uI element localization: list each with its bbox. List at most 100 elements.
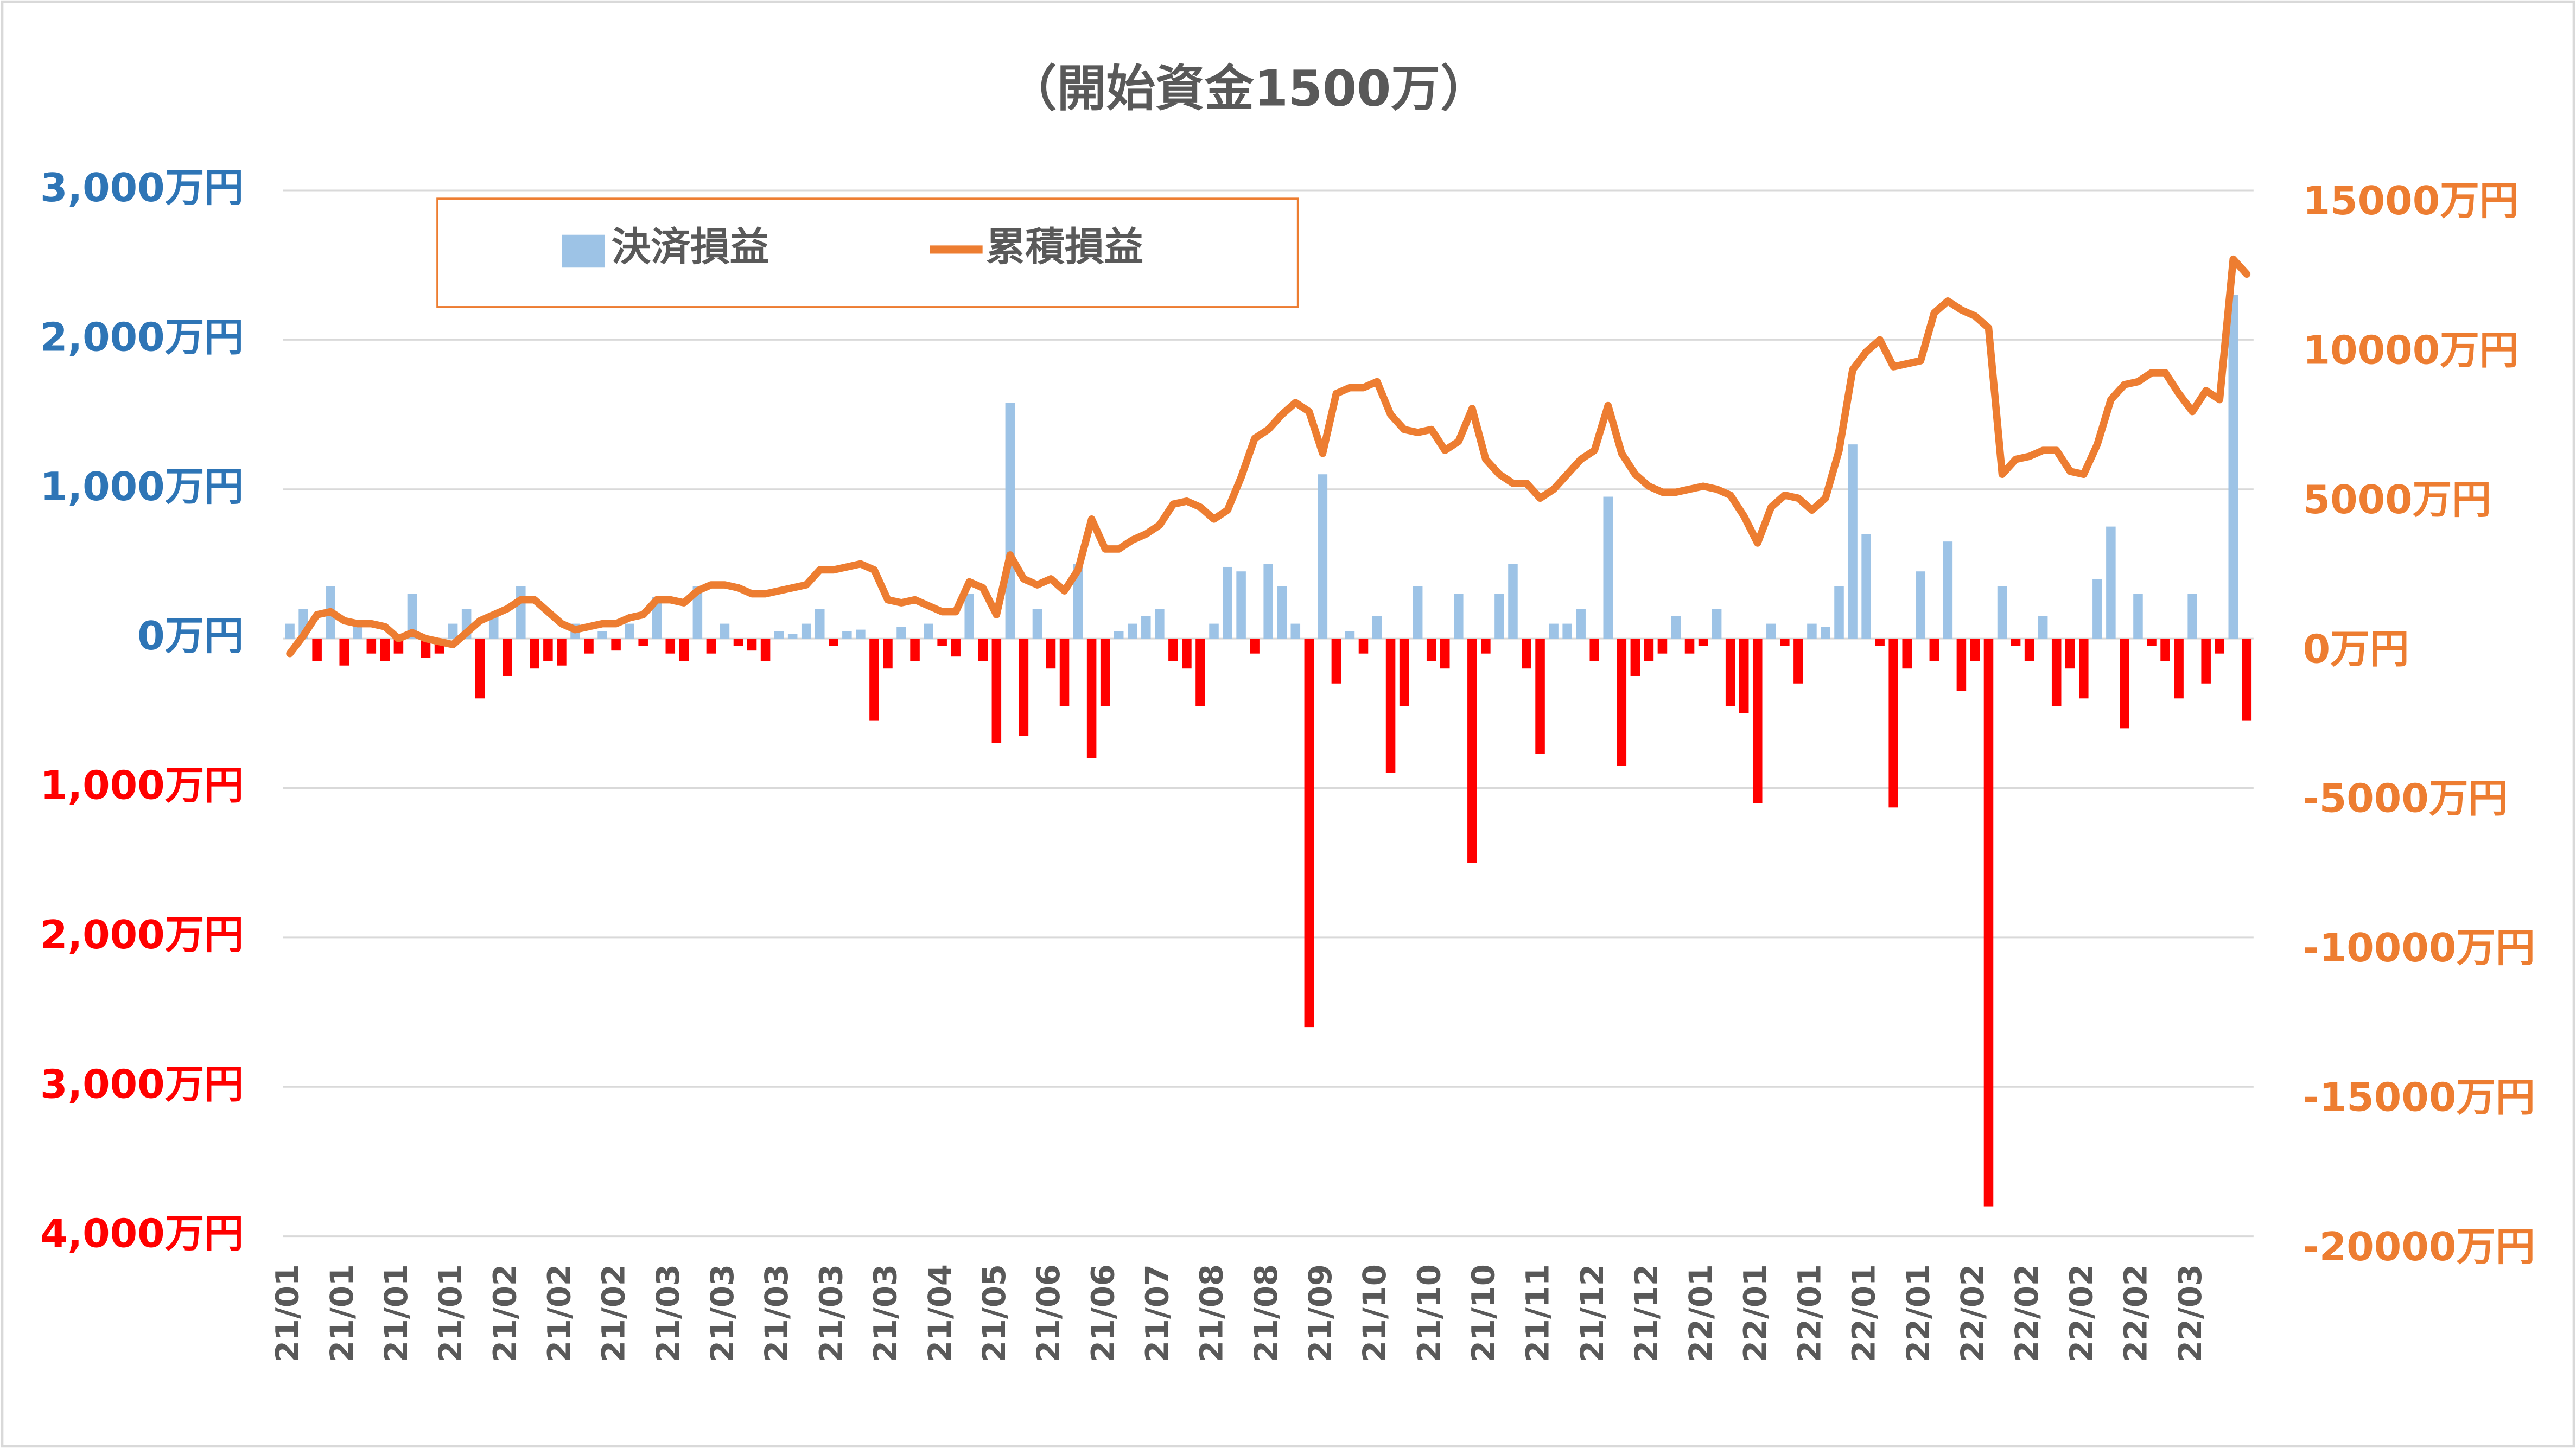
y2-tick-label: 5000万円 — [2303, 477, 2491, 523]
bar — [1168, 639, 1178, 661]
bar — [380, 639, 390, 661]
bar — [1630, 639, 1640, 676]
bar — [557, 639, 567, 666]
bar — [1617, 639, 1627, 766]
bar — [597, 631, 607, 639]
x-tick-label: 21/05 — [976, 1264, 1013, 1362]
bar — [964, 594, 974, 639]
bar — [760, 639, 771, 661]
bar — [1997, 586, 2007, 639]
y2-tick-label: -15000万円 — [2303, 1075, 2535, 1120]
bar — [720, 623, 730, 639]
bar — [1807, 623, 1817, 639]
bar — [2215, 639, 2224, 654]
x-tick-label: 21/10 — [1411, 1264, 1447, 1362]
bar — [1073, 564, 1083, 639]
x-tick-label: 21/03 — [704, 1264, 741, 1362]
bar — [625, 623, 634, 639]
bar — [1712, 609, 1722, 639]
y-tick-label: 2,000万円 — [40, 913, 244, 958]
bar — [801, 623, 811, 639]
bar — [584, 639, 594, 654]
lines — [286, 255, 2251, 658]
bar — [1562, 623, 1572, 639]
x-tick-label: 21/09 — [1302, 1264, 1339, 1362]
bar — [475, 639, 485, 699]
x-tick-label: 22/02 — [1955, 1264, 1991, 1362]
bar — [2160, 639, 2170, 661]
x-tick-label: 21/03 — [813, 1264, 849, 1362]
x-tick-label: 21/07 — [1139, 1264, 1175, 1362]
bar — [2011, 639, 2021, 646]
bar — [1929, 639, 1939, 661]
bar — [502, 639, 512, 676]
bar — [1508, 564, 1518, 639]
bar — [353, 623, 363, 639]
bars — [285, 295, 2252, 1207]
x-tick-label: 22/01 — [1683, 1264, 1719, 1362]
bar — [1522, 639, 1531, 669]
bar — [1290, 623, 1301, 639]
y2-tick-label: 10000万円 — [2303, 328, 2519, 374]
y2-tick-label: -5000万円 — [2303, 776, 2508, 822]
bar — [2065, 639, 2075, 669]
x-tick-label: 21/11 — [1520, 1264, 1556, 1362]
bar — [1916, 571, 1926, 639]
bar — [1603, 496, 1613, 639]
bar — [1793, 639, 1803, 684]
bar — [1970, 639, 1980, 661]
bar — [883, 639, 893, 669]
bar — [2106, 526, 2116, 639]
bar — [2174, 639, 2184, 699]
bar — [1331, 639, 1341, 684]
bar — [2242, 639, 2252, 721]
bar — [2228, 295, 2238, 639]
bar — [1848, 444, 1858, 639]
bar — [1182, 639, 1192, 669]
x-tick-label: 21/04 — [922, 1264, 958, 1362]
bar — [2147, 639, 2157, 646]
bar — [706, 639, 716, 654]
bar — [1644, 639, 1654, 661]
bar — [1589, 639, 1599, 661]
y2-tick-label: -10000万円 — [2303, 926, 2535, 971]
bar — [1440, 639, 1450, 669]
bar — [1766, 623, 1776, 639]
bar — [924, 623, 933, 639]
bar — [407, 594, 417, 639]
bar — [488, 616, 499, 639]
y-tick-label: 2,000万円 — [40, 315, 244, 360]
bar — [1834, 586, 1844, 639]
bar — [2133, 594, 2143, 639]
bar — [1671, 616, 1681, 639]
axes: 3,000万円 2,000万円 1,000万円 0万円 1,000万円 2,000万円 3,… — [40, 165, 2535, 1362]
bar — [1467, 639, 1477, 863]
bar — [1345, 631, 1355, 639]
bar — [1032, 609, 1042, 639]
bar — [1318, 474, 1328, 639]
bar — [856, 629, 866, 639]
bar — [1739, 639, 1749, 713]
bar — [774, 631, 784, 639]
x-tick-label: 22/01 — [1900, 1264, 1937, 1362]
x-tick-label: 21/01 — [378, 1264, 415, 1362]
bar — [937, 639, 947, 646]
bar — [1304, 639, 1314, 1028]
bar — [1780, 639, 1790, 646]
bar — [679, 639, 689, 661]
bar — [1263, 564, 1273, 639]
x-tick-label: 21/10 — [1466, 1264, 1502, 1362]
bar — [1684, 639, 1695, 654]
bar — [1114, 631, 1124, 639]
bar — [2092, 578, 2102, 639]
bar — [1019, 639, 1029, 736]
bar — [638, 639, 648, 646]
bar — [978, 639, 988, 661]
bar — [312, 639, 322, 661]
legend: 決済損益 累積損益 — [436, 197, 1299, 308]
bar — [951, 639, 961, 657]
bar — [1983, 639, 1994, 1207]
bar — [1657, 639, 1668, 654]
x-tick-label: 21/02 — [487, 1264, 523, 1362]
